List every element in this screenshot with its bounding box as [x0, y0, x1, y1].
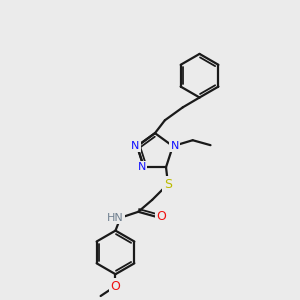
Text: N: N: [171, 141, 179, 151]
Text: O: O: [111, 280, 120, 292]
Text: N: N: [138, 162, 146, 172]
Text: HN: HN: [107, 213, 124, 223]
Text: N: N: [131, 141, 139, 151]
Text: O: O: [156, 210, 166, 223]
Text: S: S: [164, 178, 172, 190]
